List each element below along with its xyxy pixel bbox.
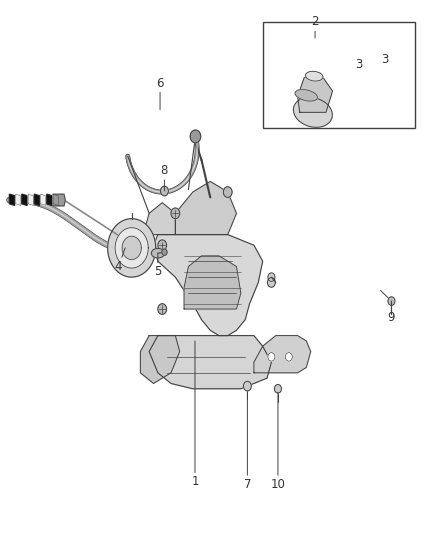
- Polygon shape: [53, 194, 58, 205]
- Polygon shape: [47, 194, 52, 205]
- Text: 2: 2: [311, 15, 319, 38]
- Polygon shape: [149, 336, 272, 389]
- Text: 6: 6: [156, 77, 164, 110]
- Circle shape: [223, 187, 232, 197]
- Circle shape: [286, 353, 292, 361]
- Polygon shape: [115, 228, 148, 268]
- Polygon shape: [10, 194, 14, 205]
- Polygon shape: [254, 336, 311, 373]
- Bar: [263, 22, 416, 128]
- Text: 5: 5: [154, 253, 162, 278]
- Circle shape: [160, 186, 168, 196]
- Text: 1: 1: [191, 341, 199, 488]
- Circle shape: [268, 273, 275, 281]
- Polygon shape: [22, 194, 27, 205]
- Text: 3: 3: [355, 58, 362, 71]
- Polygon shape: [175, 181, 237, 235]
- Ellipse shape: [305, 71, 323, 81]
- Circle shape: [268, 353, 275, 361]
- Polygon shape: [141, 336, 180, 383]
- Polygon shape: [28, 194, 33, 205]
- Text: 9: 9: [388, 301, 395, 324]
- Text: 7: 7: [244, 392, 251, 491]
- Polygon shape: [297, 72, 332, 112]
- Polygon shape: [108, 219, 155, 277]
- Ellipse shape: [295, 90, 318, 101]
- Circle shape: [244, 381, 251, 391]
- Polygon shape: [184, 256, 241, 309]
- Ellipse shape: [151, 248, 164, 258]
- Text: 10: 10: [271, 392, 286, 491]
- Polygon shape: [53, 194, 65, 206]
- Text: 8: 8: [161, 164, 168, 191]
- Polygon shape: [16, 194, 21, 205]
- Polygon shape: [34, 194, 39, 205]
- Text: 4: 4: [115, 248, 125, 273]
- Polygon shape: [145, 203, 175, 235]
- Circle shape: [158, 240, 166, 251]
- Circle shape: [190, 130, 201, 143]
- Text: 3: 3: [381, 53, 389, 66]
- Circle shape: [268, 278, 276, 287]
- Circle shape: [388, 297, 395, 305]
- Circle shape: [171, 208, 180, 219]
- Polygon shape: [122, 236, 141, 260]
- Circle shape: [275, 384, 282, 393]
- Ellipse shape: [293, 98, 332, 127]
- Circle shape: [162, 249, 167, 255]
- Circle shape: [158, 304, 166, 314]
- Polygon shape: [41, 194, 46, 205]
- Polygon shape: [153, 235, 263, 336]
